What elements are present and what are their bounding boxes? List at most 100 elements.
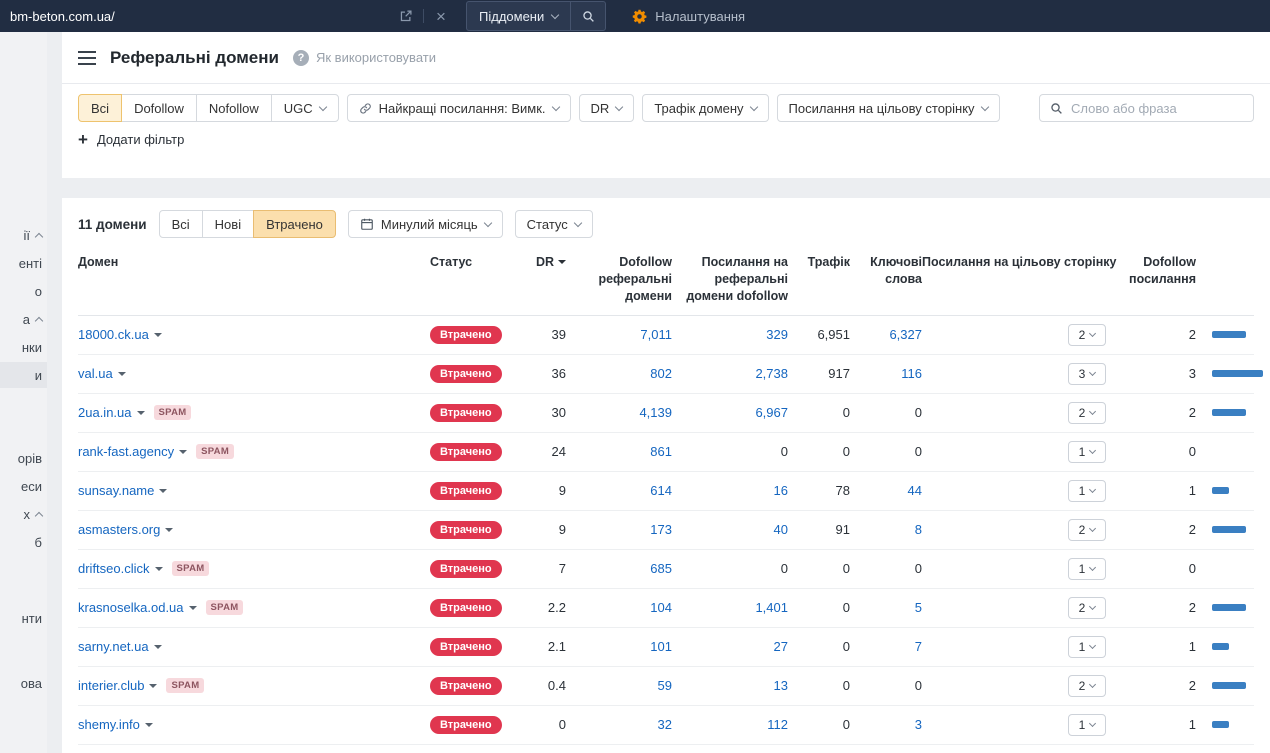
col-domain[interactable]: Домен bbox=[78, 255, 119, 269]
domain-caret-icon[interactable] bbox=[136, 410, 145, 415]
dofollow-ref-domains-link[interactable]: 104 bbox=[650, 600, 672, 616]
domain-caret-icon[interactable] bbox=[159, 488, 168, 493]
keywords-link[interactable]: 3 bbox=[914, 717, 922, 733]
links-ref-dofollow-link[interactable]: 0 bbox=[780, 444, 788, 460]
links-ref-dofollow-link[interactable]: 6,967 bbox=[755, 405, 788, 421]
domain-link[interactable]: shemy.info bbox=[78, 717, 140, 733]
links-ref-dofollow-link[interactable]: 16 bbox=[773, 483, 788, 499]
links-ref-dofollow-link[interactable]: 0 bbox=[780, 561, 788, 577]
topbar-search-button[interactable] bbox=[570, 1, 607, 31]
sidebar-item[interactable]: х bbox=[24, 501, 44, 527]
new-lost-tab-0[interactable]: Всі bbox=[158, 210, 203, 238]
target-links-filter[interactable]: Посилання на цільову сторінку bbox=[776, 94, 1000, 122]
how-to-use-link[interactable]: ? Як використовувати bbox=[292, 49, 436, 66]
target-links-select[interactable]: 1 bbox=[1068, 440, 1106, 463]
new-lost-tab-2[interactable]: Втрачено bbox=[253, 210, 336, 238]
domain-link[interactable]: rank-fast.agency bbox=[78, 444, 175, 460]
domain-link[interactable]: interier.club bbox=[78, 678, 145, 694]
keywords-link[interactable]: 0 bbox=[914, 405, 922, 421]
dofollow-ref-domains-link[interactable]: 802 bbox=[650, 366, 672, 382]
keywords-link[interactable]: 8 bbox=[914, 522, 922, 538]
search-input[interactable] bbox=[1071, 100, 1231, 116]
col-dofollow-links[interactable]: Dofollow посилання bbox=[1129, 255, 1196, 286]
target-url-input[interactable]: bm-beton.com.ua/ bbox=[10, 8, 115, 24]
domain-link[interactable]: asmasters.org bbox=[78, 522, 161, 538]
target-links-select[interactable]: 1 bbox=[1068, 713, 1106, 736]
keywords-link[interactable]: 44 bbox=[907, 483, 922, 499]
keywords-link[interactable]: 7 bbox=[914, 639, 922, 655]
col-links-ref-dofollow[interactable]: Посилання на реферальні домени dofollow bbox=[686, 255, 788, 303]
sidebar-item[interactable]: енті bbox=[19, 250, 42, 276]
domain-link[interactable]: driftseo.click bbox=[78, 561, 150, 577]
keywords-link[interactable]: 0 bbox=[914, 678, 922, 694]
sidebar-item[interactable]: нти bbox=[22, 605, 42, 631]
clear-url-icon[interactable]: × bbox=[436, 6, 446, 26]
domain-caret-icon[interactable] bbox=[154, 566, 163, 571]
period-dropdown[interactable]: Минулий місяць bbox=[347, 210, 503, 238]
domain-link[interactable]: 2ua.in.ua bbox=[78, 405, 132, 421]
domain-link[interactable]: sunsay.name bbox=[78, 483, 155, 499]
sidebar-item[interactable]: еси bbox=[21, 473, 42, 499]
links-ref-dofollow-link[interactable]: 40 bbox=[773, 522, 788, 538]
domain-traffic-filter[interactable]: Трафік домену bbox=[642, 94, 769, 122]
target-links-select[interactable]: 2 bbox=[1068, 674, 1106, 697]
dofollow-ref-domains-link[interactable]: 861 bbox=[650, 444, 672, 460]
links-ref-dofollow-link[interactable]: 27 bbox=[773, 639, 788, 655]
sidebar-item[interactable]: ова bbox=[21, 670, 42, 696]
domain-caret-icon[interactable] bbox=[153, 332, 162, 337]
domain-caret-icon[interactable] bbox=[144, 722, 153, 727]
sidebar-item[interactable]: нки bbox=[22, 334, 42, 360]
domain-link[interactable]: val.ua bbox=[78, 366, 113, 382]
col-status[interactable]: Статус bbox=[430, 255, 473, 269]
domain-link[interactable]: 18000.ck.ua bbox=[78, 327, 149, 343]
col-keywords[interactable]: Ключові слова bbox=[870, 255, 922, 286]
menu-icon[interactable] bbox=[78, 50, 96, 65]
add-filter-button[interactable]: + Додати фільтр bbox=[78, 131, 184, 148]
sidebar-item[interactable]: ії bbox=[24, 222, 44, 248]
settings-button[interactable]: Налаштування bbox=[632, 9, 745, 24]
sidebar-item[interactable]: и bbox=[0, 362, 47, 388]
domain-caret-icon[interactable] bbox=[153, 644, 162, 649]
keywords-link[interactable]: 0 bbox=[914, 444, 922, 460]
links-ref-dofollow-link[interactable]: 1,401 bbox=[755, 600, 788, 616]
domain-link[interactable]: sarny.net.ua bbox=[78, 639, 149, 655]
target-links-select[interactable]: 1 bbox=[1068, 557, 1106, 580]
domain-caret-icon[interactable] bbox=[188, 605, 197, 610]
dofollow-ref-domains-link[interactable]: 173 bbox=[650, 522, 672, 538]
dofollow-ref-domains-link[interactable]: 59 bbox=[657, 678, 672, 694]
links-ref-dofollow-link[interactable]: 329 bbox=[766, 327, 788, 343]
target-links-select[interactable]: 1 bbox=[1068, 635, 1106, 658]
open-external-icon[interactable] bbox=[395, 4, 417, 28]
link-type-tab-2[interactable]: Nofollow bbox=[195, 94, 272, 122]
domain-caret-icon[interactable] bbox=[149, 683, 158, 688]
status-dropdown[interactable]: Статус bbox=[514, 210, 593, 238]
sidebar-item[interactable]: б bbox=[35, 529, 42, 555]
col-target-links[interactable]: Посилання на цільову сторінку bbox=[922, 255, 1117, 269]
dofollow-ref-domains-link[interactable]: 614 bbox=[650, 483, 672, 499]
best-links-filter[interactable]: Найкращі посилання: Вимк. bbox=[346, 94, 571, 122]
keywords-link[interactable]: 6,327 bbox=[889, 327, 922, 343]
link-type-tab-3[interactable]: UGC bbox=[270, 94, 339, 122]
target-links-select[interactable]: 3 bbox=[1068, 362, 1106, 385]
target-links-select[interactable]: 2 bbox=[1068, 323, 1106, 346]
col-dofollow-ref-domains[interactable]: Dofollow реферальні домени bbox=[598, 255, 672, 303]
col-dr[interactable]: DR bbox=[516, 254, 566, 271]
dofollow-ref-domains-link[interactable]: 101 bbox=[650, 639, 672, 655]
new-lost-tab-1[interactable]: Нові bbox=[201, 210, 255, 238]
dofollow-ref-domains-link[interactable]: 7,011 bbox=[640, 327, 672, 343]
links-ref-dofollow-link[interactable]: 112 bbox=[767, 717, 788, 733]
subdomains-dropdown[interactable]: Піддомени bbox=[466, 1, 572, 31]
sidebar-item[interactable]: о bbox=[35, 278, 42, 304]
col-traffic[interactable]: Трафік bbox=[807, 255, 850, 269]
domain-caret-icon[interactable] bbox=[179, 449, 188, 454]
dofollow-ref-domains-link[interactable]: 685 bbox=[650, 561, 672, 577]
keywords-link[interactable]: 5 bbox=[914, 600, 922, 616]
target-links-select[interactable]: 1 bbox=[1068, 479, 1106, 502]
domain-link[interactable]: krasnoselka.od.ua bbox=[78, 600, 184, 616]
dofollow-ref-domains-link[interactable]: 32 bbox=[657, 717, 672, 733]
keywords-link[interactable]: 116 bbox=[901, 366, 922, 382]
links-ref-dofollow-link[interactable]: 13 bbox=[773, 678, 788, 694]
dr-filter[interactable]: DR bbox=[578, 94, 635, 122]
target-links-select[interactable]: 2 bbox=[1068, 518, 1106, 541]
keywords-link[interactable]: 0 bbox=[914, 561, 922, 577]
